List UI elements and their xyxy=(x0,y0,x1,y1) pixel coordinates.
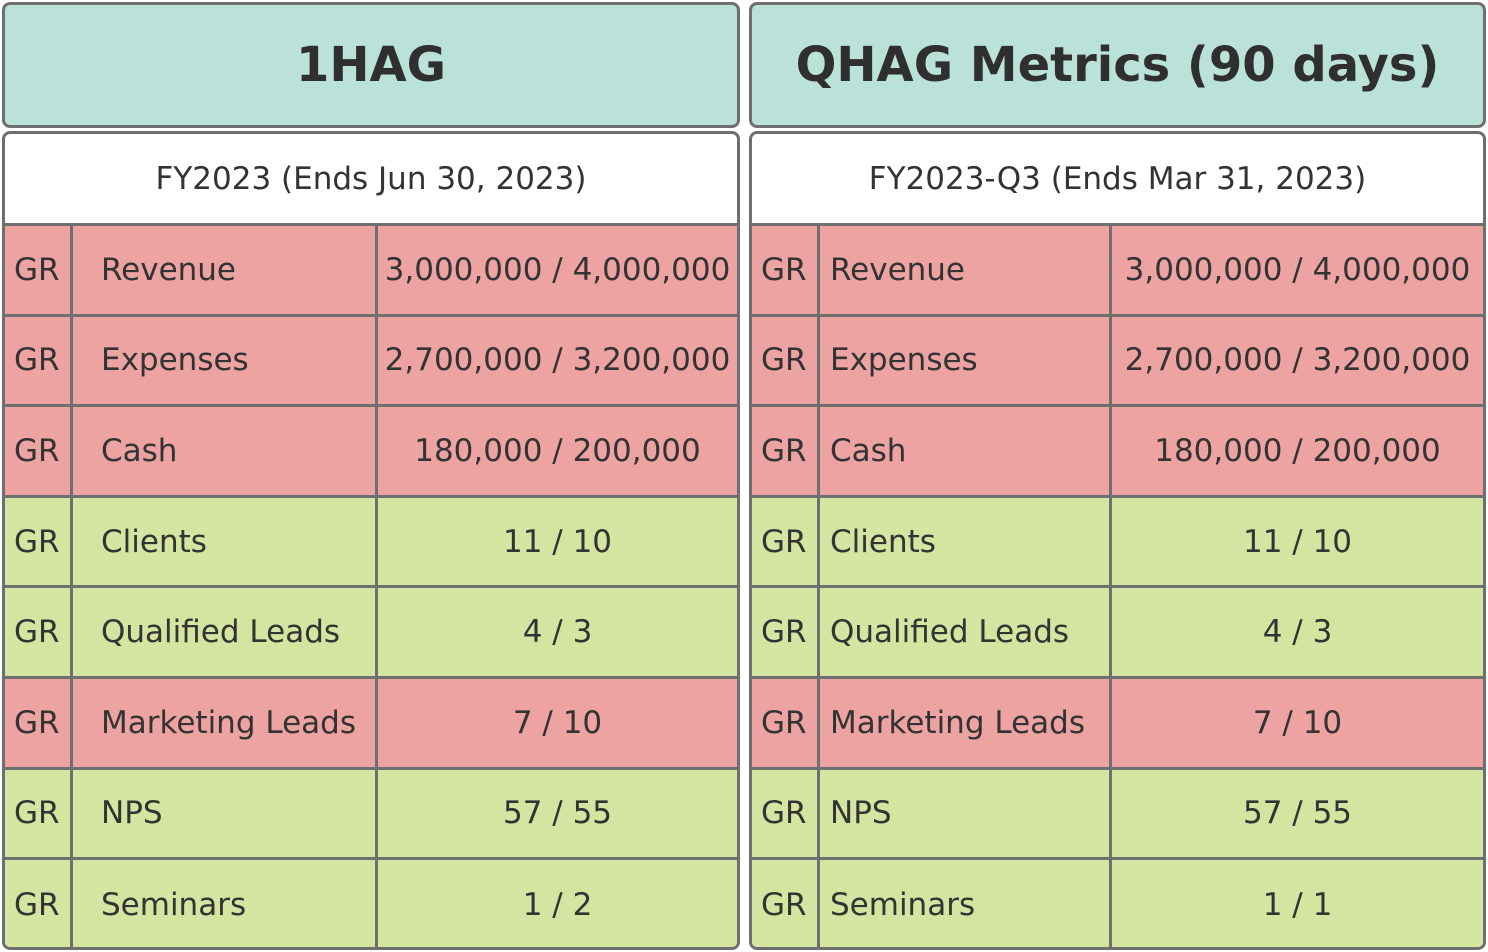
panel-1hag: 1HAG FY2023 (Ends Jun 30, 2023) GR Revenu… xyxy=(0,0,742,952)
metric-code: GR xyxy=(752,226,820,314)
metric-value: 180,000 / 200,000 xyxy=(1154,432,1441,469)
metric-code: GR xyxy=(752,588,820,676)
metric-code: GR xyxy=(752,860,820,947)
metric-value: 7 / 10 xyxy=(1252,704,1343,741)
table-row: GR Expenses 2,700,000 / 3,200,000 xyxy=(752,316,1483,408)
metric-value: 11 / 10 xyxy=(1242,523,1353,560)
table-row: GR NPS 57 / 55 xyxy=(5,769,737,861)
metric-name: Qualified Leads xyxy=(73,588,378,676)
table-row: GR Qualified Leads 4 / 3 xyxy=(752,588,1483,679)
metric-value: 2,700,000 / 3,200,000 xyxy=(1124,342,1471,379)
metric-name: Cash xyxy=(820,407,1112,495)
table-row: GR Revenue 3,000,000 / 4,000,000 xyxy=(5,226,737,317)
metric-code: GR xyxy=(5,407,73,495)
metric-value: 4 / 3 xyxy=(1262,614,1333,651)
metric-code: GR xyxy=(5,678,73,767)
metric-name: Revenue xyxy=(820,226,1112,314)
table-row: GR Marketing Leads 7 / 10 xyxy=(5,678,737,770)
metric-name: Seminars xyxy=(820,860,1112,947)
metric-name: NPS xyxy=(820,769,1112,858)
metric-name: Cash xyxy=(73,407,378,495)
metric-value: 4 / 3 xyxy=(522,614,593,651)
metric-value: 7 / 10 xyxy=(512,704,603,741)
panel-title: 1HAG xyxy=(2,2,740,128)
metric-value: 1 / 1 xyxy=(1262,887,1333,924)
metric-code: GR xyxy=(5,860,73,947)
metric-name: Clients xyxy=(73,497,378,586)
metric-code: GR xyxy=(752,316,820,405)
metric-code: GR xyxy=(752,497,820,586)
metric-name: Expenses xyxy=(820,316,1112,405)
metrics-table: FY2023-Q3 (Ends Mar 31, 2023) GR Revenue 3… xyxy=(749,131,1486,950)
table-row: GR Cash 180,000 / 200,000 xyxy=(752,407,1483,498)
metric-value: 57 / 55 xyxy=(1242,795,1353,832)
metric-code: GR xyxy=(752,769,820,858)
metrics-table: FY2023 (Ends Jun 30, 2023) GR Revenue 3,00… xyxy=(2,131,740,950)
metric-code: GR xyxy=(5,497,73,586)
table-row: GR Qualified Leads 4 / 3 xyxy=(5,588,737,679)
metric-value: 1 / 2 xyxy=(522,887,593,924)
panel-qhag: QHAG Metrics (90 days) FY2023-Q3 (Ends M… xyxy=(747,0,1488,952)
metric-name: Marketing Leads xyxy=(73,678,378,767)
metric-name: NPS xyxy=(73,769,378,858)
period-label: FY2023-Q3 (Ends Mar 31, 2023) xyxy=(752,134,1483,226)
metric-name: Clients xyxy=(820,497,1112,586)
metric-code: GR xyxy=(5,588,73,676)
table-row: GR Revenue 3,000,000 / 4,000,000 xyxy=(752,226,1483,317)
metric-code: GR xyxy=(5,769,73,858)
metric-value: 57 / 55 xyxy=(502,795,613,832)
table-row: GR Cash 180,000 / 200,000 xyxy=(5,407,737,498)
table-row: GR Expenses 2,700,000 / 3,200,000 xyxy=(5,316,737,408)
metric-code: GR xyxy=(5,226,73,314)
metric-value: 2,700,000 / 3,200,000 xyxy=(384,342,731,379)
metric-value: 11 / 10 xyxy=(502,523,613,560)
panel-title: QHAG Metrics (90 days) xyxy=(749,2,1486,128)
metric-name: Qualified Leads xyxy=(820,588,1112,676)
metric-name: Expenses xyxy=(73,316,378,405)
table-row: GR Clients 11 / 10 xyxy=(752,497,1483,589)
metric-name: Revenue xyxy=(73,226,378,314)
table-row: GR Clients 11 / 10 xyxy=(5,497,737,589)
metric-value: 180,000 / 200,000 xyxy=(414,432,701,469)
table-row: GR Seminars 1 / 2 xyxy=(5,860,737,947)
table-row: GR Seminars 1 / 1 xyxy=(752,860,1483,947)
table-row: GR NPS 57 / 55 xyxy=(752,769,1483,861)
period-label: FY2023 (Ends Jun 30, 2023) xyxy=(5,134,737,226)
table-row: GR Marketing Leads 7 / 10 xyxy=(752,678,1483,770)
metric-value: 3,000,000 / 4,000,000 xyxy=(384,251,731,288)
metric-value: 3,000,000 / 4,000,000 xyxy=(1124,251,1471,288)
metric-code: GR xyxy=(5,316,73,405)
metric-name: Seminars xyxy=(73,860,378,947)
metric-code: GR xyxy=(752,407,820,495)
metric-code: GR xyxy=(752,678,820,767)
metric-name: Marketing Leads xyxy=(820,678,1112,767)
